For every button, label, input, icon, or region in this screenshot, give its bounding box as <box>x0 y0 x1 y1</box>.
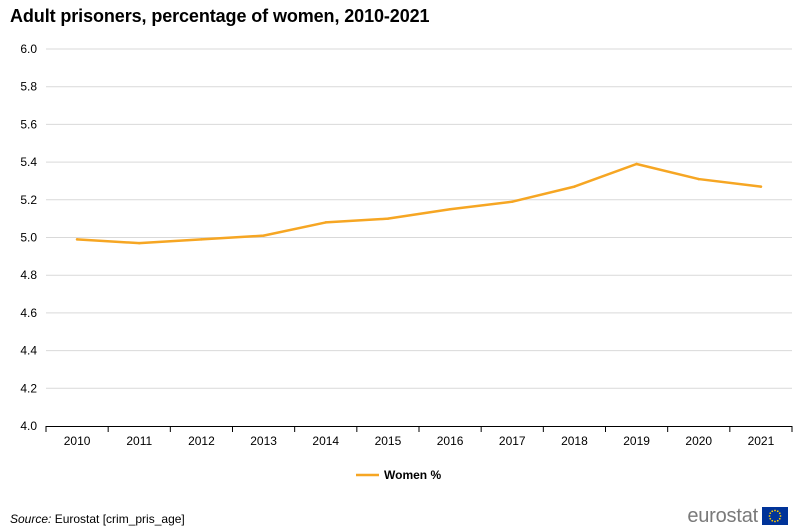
y-tick-label: 6.0 <box>20 42 37 56</box>
x-tick-label: 2013 <box>250 434 277 448</box>
x-tick-label: 2021 <box>748 434 775 448</box>
y-axis-ticks: 4.0 4.2 4.4 4.6 4.8 5.0 5.2 5.4 5.6 5.8 6.0 <box>20 42 37 433</box>
y-tick-label: 5.8 <box>20 80 37 94</box>
x-tick-label: 2019 <box>623 434 650 448</box>
y-tick-label: 5.0 <box>20 231 37 245</box>
y-tick-label: 4.6 <box>20 306 37 320</box>
x-tick-label: 2020 <box>685 434 712 448</box>
y-tick-label: 4.4 <box>20 344 37 358</box>
legend-label: Women % <box>384 468 441 482</box>
logo-text: eurostat <box>687 504 758 527</box>
data-point <box>448 207 452 211</box>
data-point <box>573 185 576 188</box>
y-tick-label: 5.6 <box>20 117 37 131</box>
series-layer <box>75 162 763 245</box>
y-tick-label: 5.4 <box>20 155 37 169</box>
x-tick-label: 2017 <box>499 434 526 448</box>
grid-lines <box>46 48 792 389</box>
eurostat-logo: eurostat <box>687 504 788 527</box>
y-tick-label: 4.0 <box>20 419 37 433</box>
source-text: Eurostat [crim_pris_age] <box>51 512 185 526</box>
data-point <box>697 177 700 181</box>
data-point <box>324 221 327 224</box>
data-point <box>635 162 638 166</box>
x-tick-label: 2010 <box>64 434 91 448</box>
data-point <box>138 241 141 245</box>
x-axis: 2010 2011 2012 2013 2014 2015 2016 2017 2018 2019… <box>45 426 793 448</box>
data-point <box>200 238 203 241</box>
y-tick-label: 4.8 <box>20 268 37 282</box>
data-point <box>75 238 79 241</box>
legend: Women % <box>356 468 441 482</box>
x-tick-label: 2014 <box>312 434 339 448</box>
y-tick-label: 4.2 <box>20 381 37 395</box>
x-tick-label: 2011 <box>126 434 152 448</box>
x-tick-label: 2015 <box>375 434 402 448</box>
series-line <box>75 162 763 245</box>
data-point <box>386 217 390 220</box>
x-tick-label: 2018 <box>561 434 588 448</box>
source-label: Source: <box>10 512 52 526</box>
data-point <box>262 234 265 237</box>
x-tick-label: 2012 <box>188 434 215 448</box>
y-tick-label: 5.2 <box>20 193 37 207</box>
data-point <box>511 200 514 203</box>
source-note: Source: Eurostat [crim_pris_age] <box>10 512 185 526</box>
eu-flag-icon <box>762 507 788 525</box>
x-tick-label: 2016 <box>437 434 464 448</box>
data-point <box>759 185 763 188</box>
chart-title: Adult prisoners, percentage of women, 20… <box>10 6 430 26</box>
